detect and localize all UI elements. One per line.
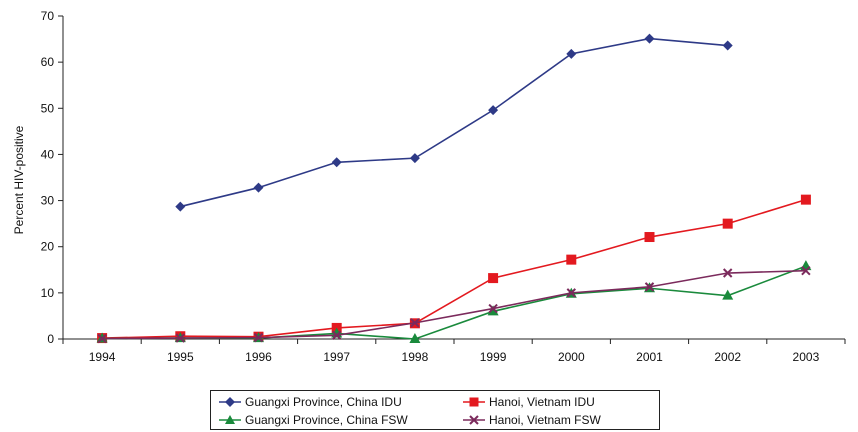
x-tick-label: 1996 — [245, 350, 272, 364]
y-tick-label: 70 — [41, 9, 55, 23]
data-point-stroke — [488, 303, 498, 314]
legend-label: Hanoi, Vietnam IDU — [489, 395, 595, 409]
data-point-stroke — [175, 333, 186, 343]
chart-series — [96, 33, 812, 344]
data-point — [800, 194, 811, 205]
series-line — [180, 37, 728, 208]
data-point — [331, 330, 342, 341]
data-point — [722, 218, 733, 229]
series-line — [102, 269, 806, 340]
series-1 — [97, 194, 811, 344]
data-point — [644, 232, 655, 243]
data-point — [175, 333, 186, 343]
data-point — [644, 33, 655, 44]
x-tick-label: 2000 — [558, 350, 585, 364]
y-axis-label: Percent HIV-positive — [12, 125, 26, 234]
legend-label: Guangxi Province, China FSW — [245, 413, 408, 427]
y-tick-label: 10 — [41, 286, 55, 300]
data-point — [722, 40, 733, 51]
series-0 — [175, 33, 733, 212]
data-point — [488, 303, 498, 314]
y-tick-label: 0 — [47, 332, 54, 346]
data-point — [801, 266, 811, 276]
data-point-stroke — [566, 288, 577, 298]
legend-item-hanoi-fsw: Hanoi, Vietnam FSW — [463, 411, 601, 429]
legend-label: Hanoi, Vietnam FSW — [489, 413, 601, 427]
data-point — [566, 254, 577, 265]
y-tick-label: 40 — [41, 147, 55, 161]
data-point — [488, 273, 499, 284]
data-point-stroke — [331, 330, 342, 341]
data-point — [409, 153, 420, 164]
legend-swatch-x — [463, 415, 485, 425]
line-chart: 0 10 20 30 40 50 60 70 1994 1995 1996 1997 1998 1999… — [12, 9, 846, 364]
series-line — [102, 265, 807, 340]
data-point — [644, 282, 655, 292]
data-point-stroke — [722, 268, 733, 278]
chart-legend: Guangxi Province, China IDU Hanoi, Vietn… — [210, 390, 660, 430]
data-point — [175, 201, 186, 212]
x-tick-label: 2003 — [793, 350, 820, 364]
y-tick-label: 20 — [41, 240, 55, 254]
data-point — [410, 318, 420, 328]
legend-swatch-triangle — [219, 415, 241, 424]
data-point-stroke — [410, 318, 420, 328]
data-point — [488, 105, 499, 116]
y-axis-ticks: 0 10 20 30 40 50 60 70 — [41, 9, 63, 346]
data-point — [566, 48, 577, 59]
x-tick-label: 1998 — [402, 350, 429, 364]
data-point-stroke — [253, 332, 264, 343]
x-tick-label: 1997 — [323, 350, 350, 364]
data-point-stroke — [97, 333, 107, 344]
x-tick-label: 1994 — [89, 350, 116, 364]
series-3 — [97, 266, 811, 344]
x-axis-ticks: 1994 1995 1996 1997 1998 1999 2000 2001 2002 2003 — [62, 339, 846, 364]
x-tick-label: 1995 — [167, 350, 194, 364]
data-point — [566, 288, 577, 298]
legend-item-guangxi-idu: Guangxi Province, China IDU — [219, 393, 402, 411]
data-point — [97, 333, 107, 344]
data-point — [253, 182, 264, 193]
data-point — [253, 332, 264, 343]
legend-swatch-diamond — [219, 397, 241, 407]
legend-swatch-square — [463, 397, 485, 407]
data-point — [331, 157, 342, 168]
data-point-stroke — [801, 266, 811, 276]
legend-item-guangxi-fsw: Guangxi Province, China FSW — [219, 411, 408, 429]
data-point — [722, 289, 734, 300]
legend-item-hanoi-idu: Hanoi, Vietnam IDU — [463, 393, 595, 411]
series-line — [102, 198, 807, 339]
y-tick-label: 30 — [41, 194, 55, 208]
legend-label: Guangxi Province, China IDU — [245, 395, 402, 409]
x-tick-label: 1999 — [480, 350, 507, 364]
data-point — [487, 305, 499, 316]
data-point — [800, 260, 812, 271]
data-point — [409, 333, 421, 343]
x-tick-label: 2001 — [636, 350, 663, 364]
y-tick-label: 50 — [41, 101, 55, 115]
data-point-stroke — [644, 282, 655, 292]
x-tick-label: 2002 — [714, 350, 741, 364]
y-tick-label: 60 — [41, 55, 55, 69]
data-point — [722, 268, 733, 278]
